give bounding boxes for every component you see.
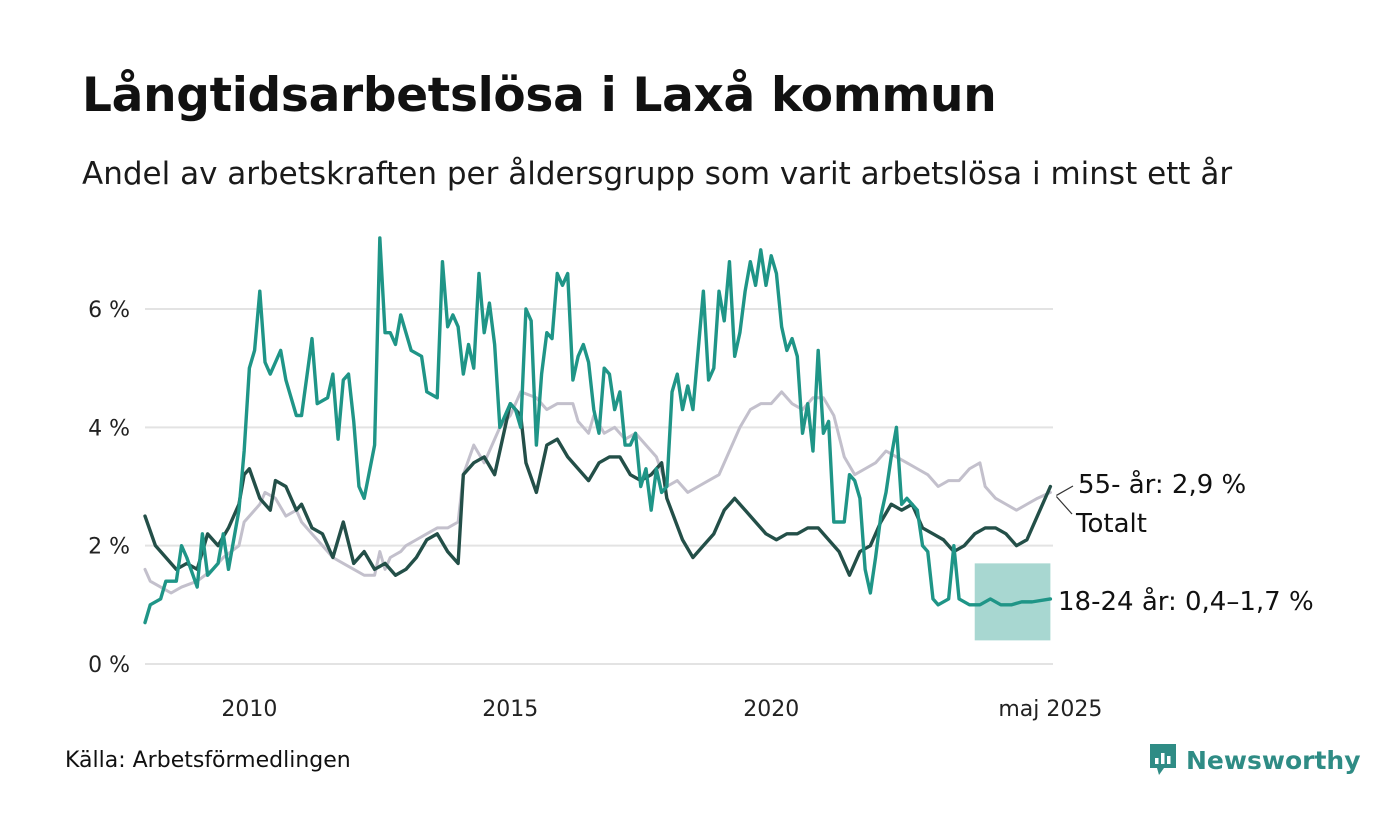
newsworthy-logo-icon	[1150, 744, 1176, 775]
x-tick-label: 2015	[482, 697, 538, 722]
x-axis: 2010 2015 2020 maj 2025	[221, 697, 1102, 722]
end-label-total: Totalt	[1075, 509, 1147, 539]
series-line-18-24	[143, 236, 1053, 625]
chart-subtitle: Andel av arbetskraften per åldersgrupp s…	[82, 156, 1233, 192]
y-tick-label: 2 %	[88, 535, 130, 560]
source-note: Källa: Arbetsförmedlingen	[65, 748, 351, 773]
brand-name: Newsworthy	[1186, 745, 1361, 775]
y-axis: 0 % 2 % 4 % 6 %	[88, 298, 130, 678]
x-tick-label: 2010	[221, 697, 277, 722]
end-label-55: 55- år: 2,9 %	[1078, 469, 1246, 500]
x-tick-label: maj 2025	[998, 697, 1102, 722]
series-end-labels: 55- år: 2,9 % Totalt 18-24 år: 0,4–1,7 %	[1055, 469, 1314, 617]
brand-logo: Newsworthy	[1148, 742, 1361, 778]
x-tick-label: 2020	[743, 697, 799, 722]
series-lines	[143, 236, 1053, 625]
band-18-24	[974, 563, 1051, 641]
y-tick-label: 6 %	[88, 298, 130, 323]
uncertainty-bands	[974, 563, 1051, 641]
end-label-18-24: 18-24 år: 0,4–1,7 %	[1058, 586, 1314, 617]
leader-line-total	[1055, 496, 1073, 515]
leader-line-55	[1056, 485, 1074, 496]
y-tick-label: 4 %	[88, 416, 130, 441]
series-line-total	[143, 401, 1053, 577]
chart-title: Långtidsarbetslösa i Laxå kommun	[82, 68, 997, 123]
y-tick-label: 0 %	[88, 653, 130, 678]
